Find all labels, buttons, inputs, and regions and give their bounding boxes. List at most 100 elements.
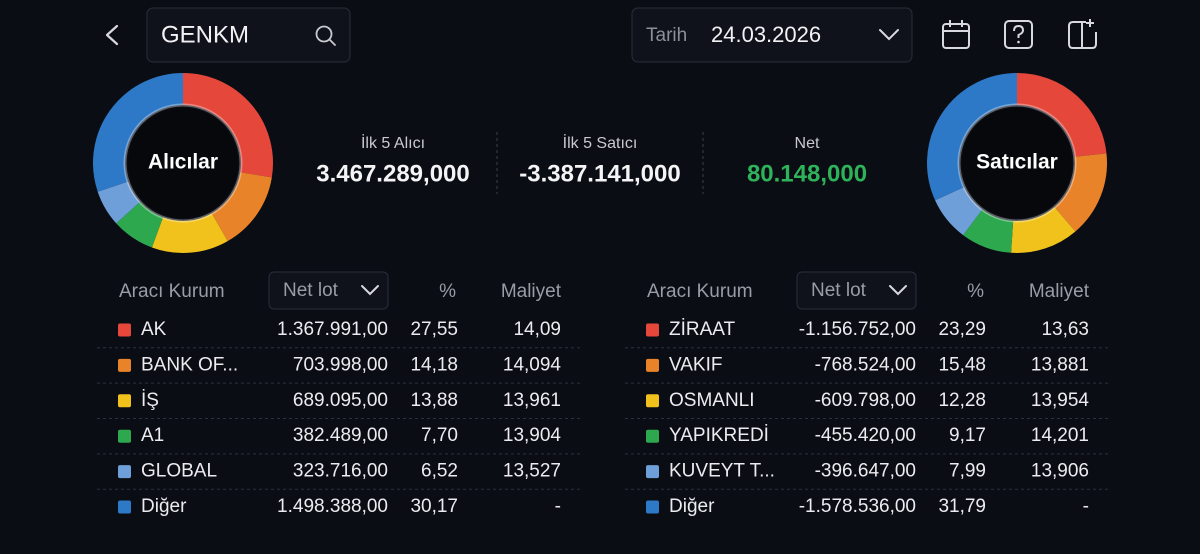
donut-center bbox=[128, 108, 238, 218]
donut-highlight bbox=[123, 103, 243, 223]
net-lot: -396.647,00 bbox=[815, 461, 916, 482]
percent: 27,55 bbox=[410, 319, 458, 340]
net-lot-sort[interactable] bbox=[796, 271, 917, 310]
summary-value: -3.387.141,000 bbox=[519, 160, 680, 187]
donut-segment bbox=[963, 209, 1014, 253]
donut-highlight bbox=[957, 103, 1077, 223]
donut-title: Alıcılar bbox=[148, 151, 218, 174]
cost: 14,09 bbox=[513, 319, 561, 340]
donut-segment bbox=[211, 171, 272, 242]
color-swatch bbox=[646, 394, 659, 408]
net-lot: 703.998,00 bbox=[293, 354, 388, 375]
net-lot: -768.524,00 bbox=[815, 354, 916, 375]
broker-name: AK bbox=[141, 319, 167, 340]
percent: 14,18 bbox=[410, 354, 458, 375]
net-lot: -609.798,00 bbox=[815, 390, 916, 411]
cost: 13,527 bbox=[503, 461, 561, 482]
date-label: Tarih bbox=[646, 25, 687, 46]
calendar-icon bbox=[942, 23, 970, 49]
summary-label: İlk 5 Alıcı bbox=[361, 133, 425, 152]
net-lot-sort[interactable] bbox=[268, 271, 389, 310]
donut-segment bbox=[116, 201, 164, 248]
net-lot: 1.367.991,00 bbox=[277, 319, 388, 340]
date-chevron bbox=[879, 29, 899, 41]
donut-title: Satıcılar bbox=[976, 151, 1058, 174]
color-swatch bbox=[646, 465, 659, 479]
broker-name: YAPIKREDİ bbox=[669, 425, 769, 446]
date-value: 24.03.2026 bbox=[711, 22, 821, 47]
percent: 23,29 bbox=[938, 319, 986, 340]
net-lot: 382.489,00 bbox=[293, 425, 388, 446]
color-swatch bbox=[118, 500, 131, 514]
broker-name: ZİRAAT bbox=[669, 319, 736, 340]
broker-name: A1 bbox=[141, 425, 164, 446]
column-header: Aracı Kurum bbox=[647, 281, 753, 302]
cost: 14,201 bbox=[1031, 425, 1089, 446]
percent: 9,17 bbox=[949, 425, 986, 446]
net-lot: 689.095,00 bbox=[293, 390, 388, 411]
color-swatch bbox=[118, 465, 131, 479]
percent: 6,52 bbox=[421, 461, 458, 482]
summary-label: İlk 5 Satıcı bbox=[563, 133, 638, 152]
percent: 30,17 bbox=[410, 496, 458, 517]
donut-segment bbox=[927, 73, 1018, 201]
percent: 31,79 bbox=[938, 496, 986, 517]
donut-center bbox=[962, 108, 1072, 218]
color-swatch bbox=[118, 429, 131, 443]
column-header: % bbox=[967, 281, 984, 302]
column-header: % bbox=[439, 281, 456, 302]
help-icon-dot bbox=[1017, 40, 1020, 44]
broker-name: KUVEYT T... bbox=[669, 461, 775, 482]
help-button[interactable] bbox=[1004, 20, 1033, 49]
net-lot: 323.716,00 bbox=[293, 461, 388, 482]
layout-icon bbox=[1068, 21, 1097, 49]
calendar-button[interactable] bbox=[942, 20, 970, 49]
date-picker[interactable]: Tarih 24.03.2026 bbox=[631, 7, 913, 63]
cost: - bbox=[555, 496, 561, 517]
layout-button[interactable] bbox=[1068, 19, 1097, 49]
cost: 13,904 bbox=[503, 425, 562, 446]
broker-name: Diğer bbox=[141, 496, 187, 517]
color-swatch bbox=[118, 323, 131, 337]
sort-chevron bbox=[889, 285, 907, 296]
percent: 15,48 bbox=[938, 354, 986, 375]
broker-name: VAKIF bbox=[669, 354, 723, 375]
donut-segment bbox=[1016, 73, 1107, 158]
color-swatch bbox=[646, 323, 659, 337]
date-frame bbox=[631, 7, 913, 63]
donut-segment bbox=[97, 180, 141, 224]
percent: 13,88 bbox=[410, 390, 458, 411]
color-swatch bbox=[646, 358, 659, 372]
net-lot: 1.498.388,00 bbox=[277, 496, 388, 517]
search-frame bbox=[146, 7, 351, 63]
help-icon-mark bbox=[1013, 24, 1025, 38]
donut-segment bbox=[93, 73, 184, 192]
cost: 13,63 bbox=[1041, 319, 1089, 340]
column-header: Net lot bbox=[283, 280, 339, 301]
donut-segment bbox=[1054, 153, 1107, 232]
back-button[interactable] bbox=[105, 24, 119, 46]
column-header: Aracı Kurum bbox=[119, 281, 225, 302]
search-icon-handle bbox=[328, 38, 336, 46]
help-icon bbox=[1004, 20, 1033, 49]
donut-segment bbox=[935, 186, 983, 236]
color-swatch bbox=[118, 358, 131, 372]
broker-name: OSMANLI bbox=[669, 390, 755, 411]
summary-value: 3.467.289,000 bbox=[316, 160, 469, 187]
cost: - bbox=[1083, 496, 1089, 517]
cost: 13,961 bbox=[503, 390, 561, 411]
donut-segment bbox=[151, 213, 228, 253]
summary-label: Net bbox=[795, 135, 820, 152]
summary-value: 80.148,000 bbox=[747, 160, 867, 187]
cost: 14,094 bbox=[503, 354, 562, 375]
cost: 13,954 bbox=[1031, 390, 1090, 411]
percent: 7,70 bbox=[421, 425, 458, 446]
color-swatch bbox=[646, 500, 659, 514]
column-header: Maliyet bbox=[1029, 281, 1090, 302]
cost: 13,881 bbox=[1031, 354, 1089, 375]
percent: 7,99 bbox=[949, 461, 986, 482]
search-box[interactable]: GENKM bbox=[146, 7, 351, 63]
